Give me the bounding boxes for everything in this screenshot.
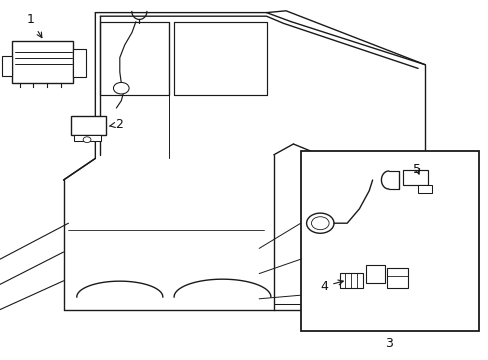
- Bar: [71, 116, 106, 135]
- Bar: [73, 49, 85, 77]
- Text: 3: 3: [384, 337, 392, 350]
- Text: 4: 4: [320, 280, 343, 293]
- Bar: [339, 273, 363, 288]
- Bar: [386, 268, 407, 288]
- Text: 1: 1: [27, 13, 42, 38]
- Bar: [417, 185, 431, 193]
- Bar: [12, 41, 73, 83]
- Bar: [403, 170, 427, 185]
- Circle shape: [83, 137, 91, 143]
- Bar: [365, 265, 385, 283]
- Circle shape: [306, 213, 333, 233]
- Text: 2: 2: [109, 118, 122, 131]
- Bar: [300, 151, 478, 331]
- Bar: [2, 56, 12, 76]
- Text: 5: 5: [412, 163, 420, 176]
- Circle shape: [113, 82, 129, 94]
- Bar: [74, 135, 101, 141]
- Circle shape: [311, 217, 328, 230]
